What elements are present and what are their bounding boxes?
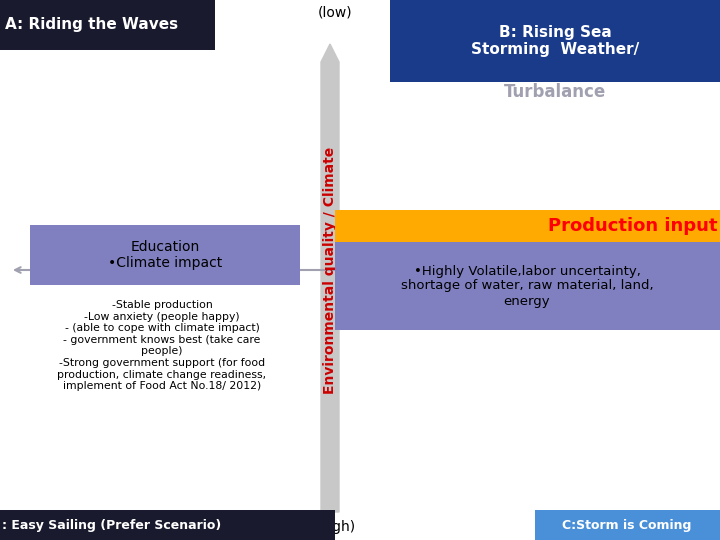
FancyBboxPatch shape bbox=[335, 242, 720, 330]
FancyArrow shape bbox=[321, 44, 339, 512]
FancyBboxPatch shape bbox=[0, 0, 215, 50]
Text: : Easy Sailing (Prefer Scenario): : Easy Sailing (Prefer Scenario) bbox=[2, 518, 221, 531]
Text: B: Rising Sea
Storming  Weather/: B: Rising Sea Storming Weather/ bbox=[471, 25, 639, 57]
Text: A: Riding the Waves: A: Riding the Waves bbox=[5, 17, 178, 32]
FancyBboxPatch shape bbox=[30, 225, 300, 285]
Text: Turbalance: Turbalance bbox=[504, 83, 606, 101]
FancyBboxPatch shape bbox=[535, 510, 720, 540]
Text: (high): (high) bbox=[315, 520, 356, 534]
Text: Production input: Production input bbox=[547, 217, 717, 235]
Text: Environmental quality / Climate: Environmental quality / Climate bbox=[323, 146, 337, 394]
Text: Education
•Climate impact: Education •Climate impact bbox=[108, 240, 222, 270]
Text: (low): (low) bbox=[318, 6, 352, 20]
FancyBboxPatch shape bbox=[0, 510, 335, 540]
FancyBboxPatch shape bbox=[335, 210, 720, 242]
Text: •Highly Volatile,labor uncertainty,
shortage of water, raw material, land,
energ: •Highly Volatile,labor uncertainty, shor… bbox=[401, 265, 653, 307]
FancyBboxPatch shape bbox=[390, 0, 720, 82]
Text: -Stable production
-Low anxiety (people happy)
- (able to cope with climate impa: -Stable production -Low anxiety (people … bbox=[58, 300, 266, 391]
Text: C:Storm is Coming: C:Storm is Coming bbox=[562, 518, 692, 531]
